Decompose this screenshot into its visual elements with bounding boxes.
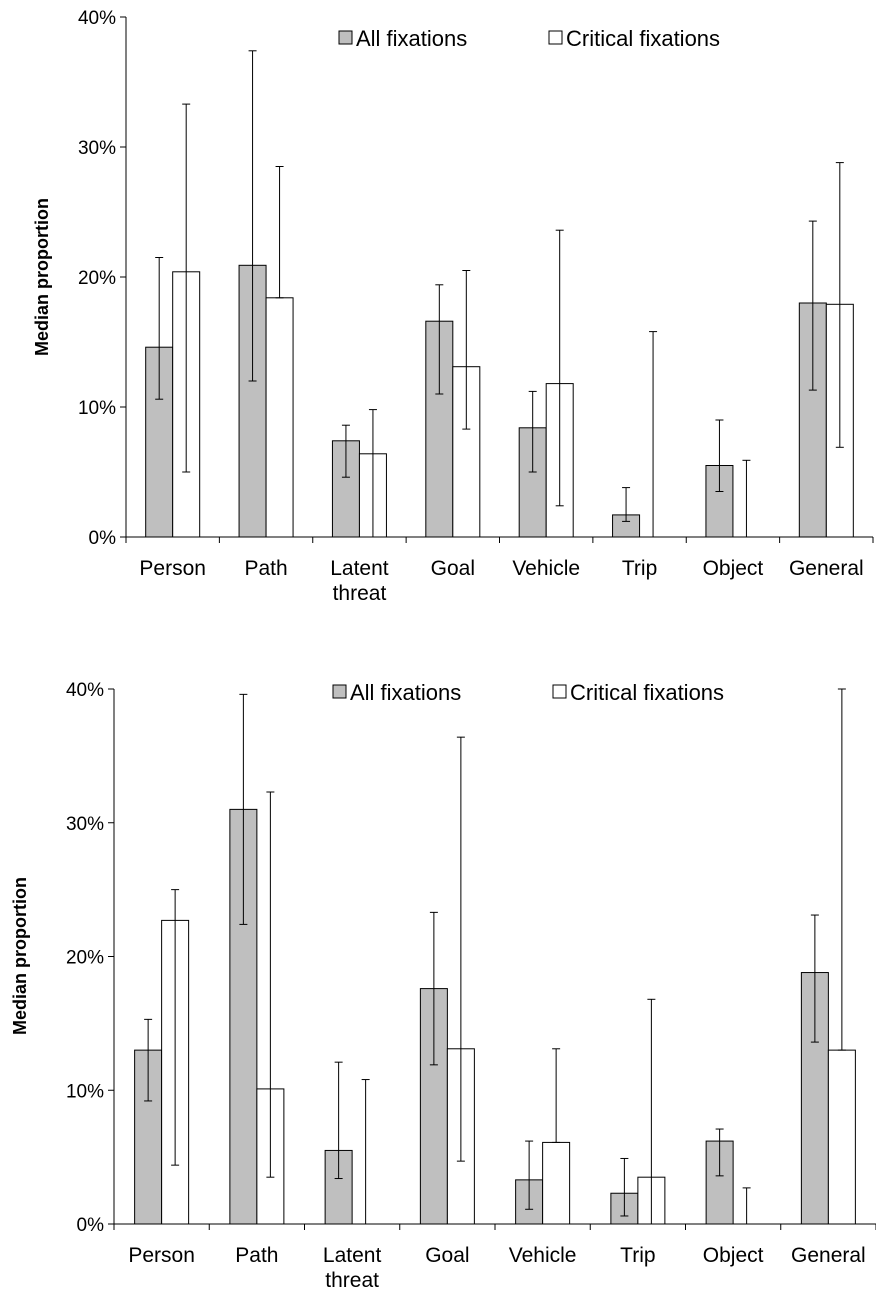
chart-2-y-tick-label: 40% xyxy=(66,680,104,701)
chart-1-legend-label-1: All fixations xyxy=(356,26,467,51)
chart-2-y-axis-label: Median proportion xyxy=(10,877,30,1035)
chart-1-category-label: Goal xyxy=(431,557,475,580)
chart-2-legend-label-2: Critical fixations xyxy=(570,680,724,705)
chart-1-category-label: Trip xyxy=(622,557,657,580)
chart-2-legend-swatch-1 xyxy=(332,684,347,699)
chart-2-category-label: Path xyxy=(235,1244,278,1267)
chart-1-legend-label-2: Critical fixations xyxy=(566,26,720,51)
chart-1-bar-s2-2 xyxy=(265,297,294,538)
chart-1-y-tick-label: 30% xyxy=(78,138,116,159)
chart-2-y-tick-label: 0% xyxy=(77,1215,105,1236)
chart-1-bar-s1-1 xyxy=(145,346,174,538)
chart-2-category-label: Trip xyxy=(620,1244,655,1267)
chart-1-category-label: Object xyxy=(703,557,764,580)
chart-1-category-label: Path xyxy=(244,557,287,580)
chart-2-y-tick-label: 30% xyxy=(66,814,104,835)
chart-1-y-tick-label: 20% xyxy=(78,268,116,289)
chart-1-category-label: Person xyxy=(139,557,206,580)
chart-1-legend-swatch-1 xyxy=(338,30,353,45)
chart-2-y-tick-label: 20% xyxy=(66,948,104,969)
chart-1-y-tick-label: 0% xyxy=(89,528,117,549)
chart-1-category-label: General xyxy=(789,557,864,580)
chart-2-category-label: Latent threat xyxy=(323,1244,382,1292)
chart-1-category-label: Vehicle xyxy=(512,557,580,580)
chart-2-legend-label-1: All fixations xyxy=(350,680,461,705)
chart-2-category-label: General xyxy=(791,1244,866,1267)
chart-2-bar-s2-8 xyxy=(827,1049,856,1225)
chart-2-category-label: Vehicle xyxy=(509,1244,577,1267)
chart-2-legend-swatch-2 xyxy=(552,684,567,699)
chart-1-y-axis-label: Median proportion xyxy=(32,198,52,356)
chart-2-category-label: Person xyxy=(128,1244,195,1267)
chart-1-legend-swatch-2 xyxy=(548,30,563,45)
chart-1-y-tick-label: 10% xyxy=(78,398,116,419)
chart-2-y-tick-label: 10% xyxy=(66,1081,104,1102)
chart-1-y-tick-label: 40% xyxy=(78,8,116,29)
chart-2-bar-s2-5 xyxy=(542,1141,571,1225)
chart-1-bar-s1-3 xyxy=(331,440,360,538)
chart-1-category-label: Latent threat xyxy=(330,557,389,605)
chart-2-category-label: Object xyxy=(703,1244,764,1267)
chart-2-category-label: Goal xyxy=(425,1244,469,1267)
